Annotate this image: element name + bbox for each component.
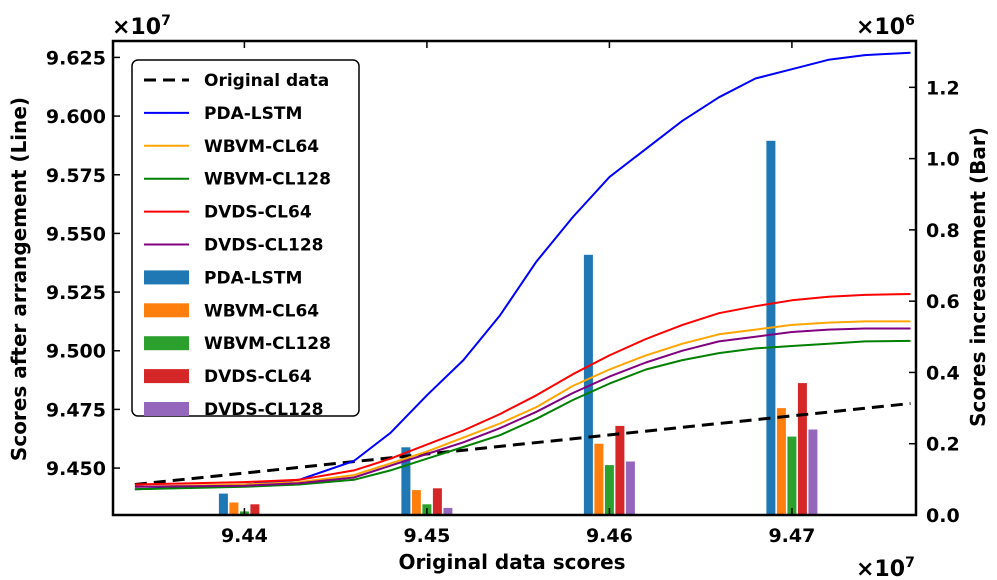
x-tick-label: 9.44	[221, 525, 268, 547]
left-tick-label: 9.625	[46, 47, 106, 69]
left-tick-label: 9.550	[46, 223, 106, 245]
line-pda-lstm	[134, 51, 911, 491]
bar-wbvm-cl64-1	[411, 490, 421, 515]
legend: Original data PDA-LSTM WBVM-CL64 WBVM-CL128…	[131, 59, 360, 420]
bar-dvds-cl64-0	[250, 504, 260, 515]
x-axis-multiplier: ×107	[856, 555, 915, 580]
plot-frame	[111, 39, 918, 517]
legend-entry: WBVM-CL128	[204, 334, 331, 354]
left-tick-label: 9.575	[46, 165, 106, 187]
bar-pda-lstm-0	[218, 493, 228, 515]
bar-dvds-cl64-2	[615, 425, 625, 515]
ticks-layer: 9.44 9.45 9.46 9.47 9.450 9.475 9.500 9.525 9.55…	[46, 41, 960, 547]
line-original-data	[134, 402, 911, 486]
right-y-axis-label: Scores increasement (Bar)	[966, 127, 990, 427]
line-dvds-cl64	[134, 293, 911, 486]
legend-entry: WBVM-CL64	[204, 301, 319, 321]
bar-dvds-cl64-3	[797, 383, 807, 515]
legend-entry: WBVM-CL128	[204, 170, 331, 190]
legend-bar-swatch	[144, 369, 189, 384]
x-tick-label: 9.46	[586, 525, 633, 547]
right-tick-label: 1.0	[926, 149, 960, 171]
legend-entry: DVDS-CL128	[204, 236, 323, 256]
line-wbvm-cl64	[134, 320, 911, 488]
bar-wbvm-cl64-3	[776, 408, 786, 515]
x-tick-label: 9.45	[403, 525, 450, 547]
legend-entry: WBVM-CL64	[204, 137, 319, 157]
right-tick-label: 0.4	[926, 362, 960, 384]
legend-entry: PDA-LSTM	[204, 104, 302, 124]
left-tick-label: 9.500	[46, 341, 106, 363]
line-dvds-cl128	[134, 327, 911, 488]
legend-bar-swatch	[144, 270, 189, 285]
bar-wbvm-cl64-0	[229, 502, 239, 515]
right-axis-multiplier: ×106	[856, 13, 915, 40]
bar-dvds-cl64-1	[432, 488, 442, 515]
legend-entry: DVDS-CL64	[204, 203, 312, 223]
right-tick-label: 0.6	[926, 291, 960, 313]
left-tick-label: 9.475	[46, 399, 106, 421]
left-y-axis-label: Scores after arrangement (Line)	[7, 97, 31, 461]
bar-wbvm-cl128-2	[604, 465, 614, 515]
right-tick-label: 0.0	[926, 505, 960, 527]
legend-entry: DVDS-CL64	[204, 367, 312, 387]
bar-pda-lstm-1	[401, 447, 411, 515]
line-wbvm-cl128	[134, 339, 911, 491]
bar-dvds-cl128-1	[443, 507, 453, 515]
left-tick-label: 9.600	[46, 106, 106, 128]
x-tick-label: 9.47	[768, 525, 815, 547]
legend-entry: DVDS-CL128	[204, 400, 323, 420]
right-tick-label: 1.2	[926, 77, 960, 99]
bar-wbvm-cl64-2	[594, 443, 604, 515]
legend-entry: Original data	[204, 71, 329, 91]
legend-bar-swatch	[144, 303, 189, 318]
legend-bar-swatch	[144, 336, 189, 351]
x-axis-label: Original data scores	[398, 550, 625, 574]
left-tick-label: 9.525	[46, 282, 106, 304]
legend-bar-swatch	[144, 402, 189, 416]
bar-dvds-cl128-3	[808, 429, 818, 515]
legend-entry: PDA-LSTM	[204, 268, 302, 288]
left-tick-label: 9.450	[46, 458, 106, 480]
bar-dvds-cl128-2	[625, 461, 635, 515]
bar-wbvm-cl128-3	[787, 436, 797, 515]
bar-pda-lstm-2	[583, 254, 593, 516]
right-tick-label: 0.8	[926, 220, 960, 242]
right-tick-label: 0.2	[926, 434, 960, 456]
legend-box	[131, 59, 360, 417]
lines-layer	[134, 51, 911, 491]
left-axis-multiplier: ×107	[112, 13, 171, 40]
